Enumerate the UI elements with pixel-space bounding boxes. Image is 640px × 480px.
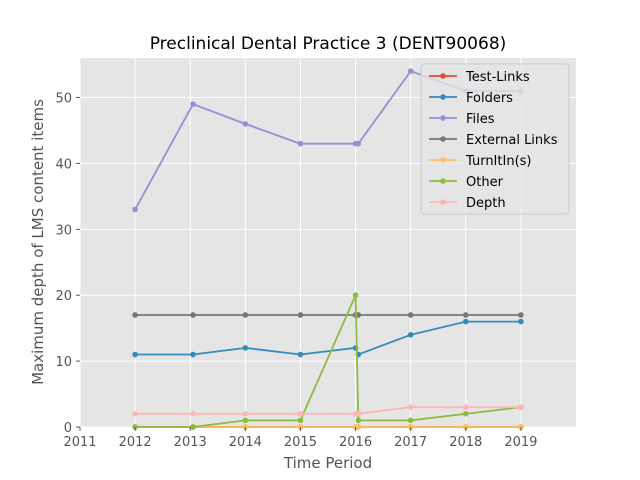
legend-marker [440, 94, 446, 100]
data-point [132, 411, 138, 417]
data-point [352, 292, 359, 299]
x-tick-label: 2019 [504, 435, 537, 450]
legend-item: External Links [429, 133, 558, 148]
legend-marker [440, 136, 446, 142]
data-point [407, 331, 414, 338]
chart-title: Preclinical Dental Practice 3 (DENT90068… [150, 34, 507, 54]
x-tick-label: 2011 [63, 435, 96, 450]
y-tick-label: 30 [55, 223, 72, 238]
data-point [407, 312, 414, 318]
data-point [190, 424, 196, 430]
x-tick-label: 2015 [284, 435, 317, 450]
data-point [462, 312, 469, 318]
data-point [297, 411, 304, 417]
data-point [242, 345, 249, 351]
y-tick-label: 0 [64, 421, 72, 436]
data-point [518, 318, 524, 325]
legend-marker [440, 115, 446, 121]
data-point [242, 121, 249, 127]
legend-marker [440, 199, 446, 205]
y-tick-label: 50 [55, 92, 72, 107]
legend-label: Folders [466, 91, 513, 106]
legend-label: Test-Links [465, 70, 530, 85]
series-folders [132, 318, 524, 358]
legend-label: External Links [466, 133, 558, 148]
data-point [190, 312, 196, 318]
legend-item: Other [429, 175, 504, 190]
data-point [242, 417, 249, 424]
series-layer [132, 68, 524, 430]
y-tick-label: 40 [55, 157, 72, 172]
data-point [518, 404, 524, 411]
legend-item: Depth [429, 196, 506, 211]
legend: Test-Links Folders Files External Links Turn… [420, 63, 570, 215]
data-point [132, 206, 138, 213]
data-point [132, 351, 138, 358]
legend-marker [440, 157, 446, 163]
x-tick-label: 2018 [449, 435, 482, 450]
data-point [407, 404, 414, 411]
data-point [190, 351, 196, 358]
data-point [462, 404, 469, 411]
legend-label: TurnItIn(s) [465, 154, 531, 169]
x-tick-label: 2013 [174, 435, 207, 450]
legend-item: Files [429, 112, 495, 127]
data-point [190, 101, 196, 107]
legend-item: Test-Links [429, 70, 530, 85]
data-point [190, 411, 196, 417]
data-point [297, 417, 304, 424]
data-point [518, 312, 524, 318]
legend-label: Other [466, 175, 504, 190]
data-point [407, 417, 414, 424]
series-depth [132, 404, 524, 417]
y-tick-label: 10 [55, 355, 72, 370]
data-point [297, 140, 304, 147]
data-point [242, 312, 249, 318]
series-other [132, 292, 524, 430]
x-axis: 2011 2012 2013 2014 2015 2016 2017 2018 2019 [63, 427, 537, 450]
x-axis-label: Time Period [283, 454, 372, 472]
data-point [355, 411, 362, 417]
x-tick-label: 2016 [339, 435, 372, 450]
x-tick-label: 2012 [119, 435, 152, 450]
data-point [355, 140, 362, 147]
data-point [355, 424, 362, 430]
y-axis: 0 10 20 30 40 50 [55, 92, 80, 436]
legend-marker [440, 73, 446, 79]
data-point [462, 318, 469, 325]
legend-item: TurnItIn(s) [429, 154, 531, 169]
x-tick-label: 2017 [394, 435, 427, 450]
legend-label: Files [466, 112, 495, 127]
x-tick-label: 2014 [229, 435, 262, 450]
legend-label: Depth [466, 196, 506, 211]
data-point [297, 312, 304, 318]
data-point [242, 411, 249, 417]
data-point [355, 417, 362, 424]
y-tick-label: 20 [55, 289, 72, 304]
legend-item: Folders [429, 91, 513, 106]
data-point [297, 351, 304, 358]
data-point [132, 312, 138, 318]
y-axis-label: Maximum depth of LMS content items [29, 99, 47, 385]
legend-frame [420, 63, 570, 215]
data-point [407, 68, 414, 74]
legend-marker [440, 178, 446, 184]
data-point [462, 411, 469, 417]
